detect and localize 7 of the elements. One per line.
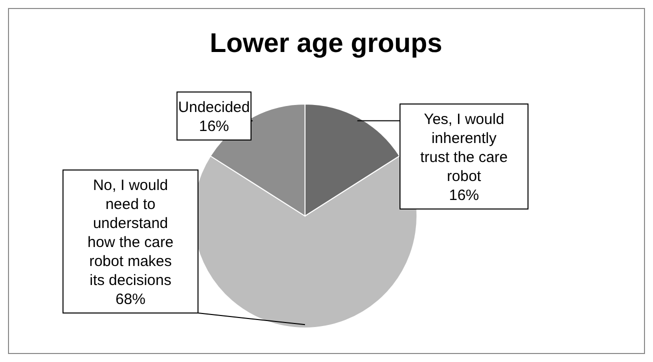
slice-label: No, I would need to understand how the care robot makes its decisions — [88, 177, 174, 289]
data-label: 16% — [198, 118, 230, 135]
data-label: 68% — [115, 291, 146, 308]
slice-label: Yes, I would inherently trust the care robot — [420, 111, 508, 185]
data-label: 16% — [448, 187, 480, 204]
slice-label: Undecided — [178, 99, 250, 116]
chart-title: Lower age groups — [210, 28, 442, 58]
